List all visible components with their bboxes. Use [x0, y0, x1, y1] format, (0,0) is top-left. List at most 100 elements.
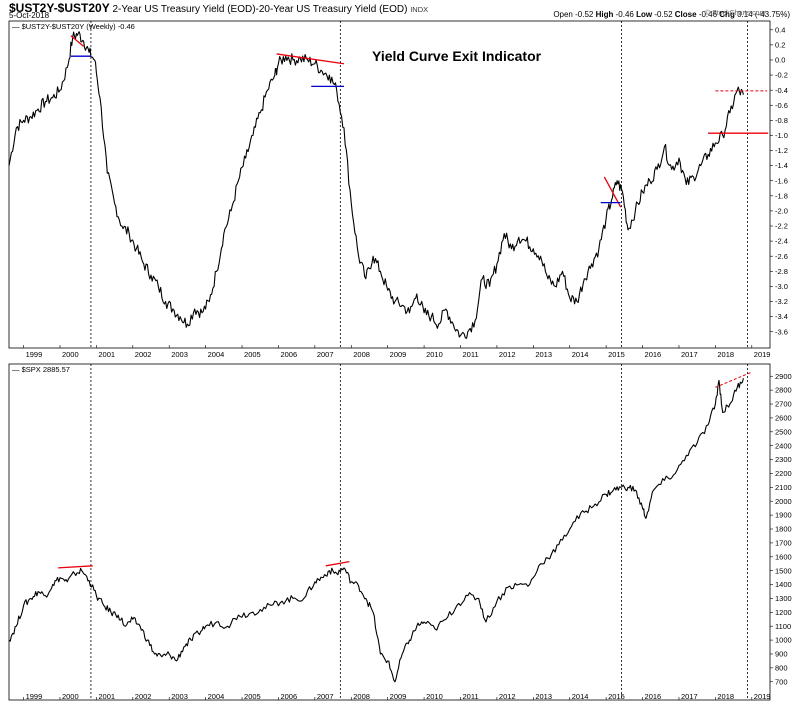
- exchange: INDX: [410, 5, 429, 14]
- top-legend: — $UST2Y-$UST20Y (Weekly) -0.46: [12, 22, 135, 31]
- top-panel: 0.4 0.2 0.0 -0.2 -0.4 -0.6 -0.8 -1.0 -1.2 -1.4 -1.…: [8, 20, 788, 359]
- y-tick-label: 2200: [775, 469, 792, 478]
- x-tick-label: 2018: [717, 692, 734, 701]
- x-tick-label: 2011: [463, 350, 479, 359]
- x-tick-label: 2000: [62, 692, 79, 701]
- x-tick-label: 2005: [244, 350, 261, 359]
- x-tick-label: 2012: [499, 692, 516, 701]
- red-top-line: [58, 565, 93, 569]
- chart-title: Yield Curve Exit Indicator: [372, 48, 542, 64]
- symbol: $UST2Y-$UST20Y: [9, 1, 110, 15]
- x-tick-label: 2010: [426, 350, 443, 359]
- y-tick-label: 1600: [775, 552, 792, 561]
- y-tick-label: -2.4: [775, 237, 788, 246]
- y-tick-label: -2.6: [775, 252, 788, 261]
- x-tick-label: 2005: [244, 692, 261, 701]
- y-tick-label: 0.0: [775, 56, 785, 65]
- x-tick-label: 2015: [608, 350, 625, 359]
- bottom-series-line: [8, 378, 744, 683]
- x-tick-label: 2003: [171, 350, 188, 359]
- y-tick-label: -0.8: [775, 116, 788, 125]
- x-tick-label: 2017: [681, 692, 698, 701]
- y-tick-label: -1.6: [775, 176, 788, 185]
- bottom-panel: 2900 2800 2700 2600 2500 2400 2300 2200 2100 2000…: [8, 363, 792, 701]
- y-tick-label: -1.4: [775, 161, 788, 170]
- x-tick-label: 2015: [608, 692, 625, 701]
- x-tick-label: 2019: [754, 692, 771, 701]
- y-tick-label: 1700: [775, 538, 792, 547]
- bottom-frame: [8, 363, 771, 701]
- y-tick-label: -2.0: [775, 207, 788, 216]
- chart-date: 5-Oct-2018: [9, 11, 50, 20]
- x-tick-label: 2018: [717, 350, 734, 359]
- x-tick-label: 2006: [280, 692, 297, 701]
- low-value: -0.52: [654, 10, 673, 19]
- x-tick-label: 2007: [317, 692, 334, 701]
- ohlc-readout: Open -0.52 High -0.46 Low -0.52 Close -0…: [553, 10, 790, 19]
- y-tick-label: 1000: [775, 636, 792, 645]
- x-tick-label: 2006: [280, 350, 297, 359]
- y-tick-label: 2000: [775, 497, 792, 506]
- red-trendline: [276, 53, 345, 65]
- y-tick-label: 1400: [775, 580, 792, 589]
- top-x-axis: 1999 2000 2001 2002 2003 2004 2005 2006 2007 2008…: [23, 345, 770, 359]
- open-label: Open: [553, 10, 573, 19]
- x-tick-label: 2011: [463, 692, 479, 701]
- bottom-y-axis: 2900 2800 2700 2600 2500 2400 2300 2200 2100 2000…: [770, 372, 792, 686]
- y-tick-label: -3.2: [775, 297, 788, 306]
- y-tick-label: 2600: [775, 414, 792, 423]
- y-tick-label: -0.2: [775, 71, 788, 80]
- y-tick-label: 1500: [775, 566, 792, 575]
- y-tick-label: 2100: [775, 483, 792, 492]
- stockcharts-credit: © StockCharts.com: [705, 10, 766, 17]
- x-tick-label: 2001: [98, 350, 115, 359]
- y-tick-label: 2300: [775, 455, 792, 464]
- y-tick-label: 0.4: [775, 25, 785, 34]
- red-trendline: [70, 35, 85, 47]
- x-tick-label: 2014: [572, 692, 589, 701]
- x-tick-label: 2009: [390, 692, 407, 701]
- y-tick-label: -2.8: [775, 267, 788, 276]
- x-tick-label: 2002: [135, 350, 152, 359]
- y-tick-label: 1800: [775, 525, 792, 534]
- red-top-line: [325, 560, 350, 567]
- high-label: High: [595, 10, 614, 19]
- chart-header: $UST2Y-$UST20Y 2-Year US Treasury Yield …: [9, 1, 428, 15]
- x-tick-label: 2007: [317, 350, 334, 359]
- x-tick-label: 2008: [353, 692, 370, 701]
- x-tick-label: 2017: [681, 350, 698, 359]
- low-label: Low: [636, 10, 653, 19]
- x-tick-label: 2013: [535, 692, 552, 701]
- bottom-x-axis: 1999 2000 2001 2002 2003 2004 2005 2006 2007 2008…: [23, 692, 771, 701]
- x-tick-label: 2000: [62, 350, 79, 359]
- bottom-legend: — $SPX 2885.57: [12, 365, 70, 374]
- x-tick-label: 2002: [135, 692, 152, 701]
- chg-value: 0.14 (-43.75%): [737, 10, 790, 19]
- y-tick-label: -0.4: [775, 86, 788, 95]
- y-tick-label: 1300: [775, 594, 792, 603]
- x-tick-label: 1999: [26, 350, 43, 359]
- top-series-line: [8, 31, 744, 339]
- top-frame: [8, 20, 771, 349]
- top-y-axis: 0.4 0.2 0.0 -0.2 -0.4 -0.6 -0.8 -1.0 -1.2 -1.4 -1.…: [770, 25, 788, 336]
- x-tick-label: 2001: [98, 692, 115, 701]
- x-tick-label: 2004: [208, 692, 225, 701]
- y-tick-label: -3.0: [775, 282, 788, 291]
- high-value: -0.46: [615, 10, 634, 19]
- x-tick-label: 1999: [26, 692, 43, 701]
- x-tick-label: 2012: [499, 350, 516, 359]
- y-tick-label: 1200: [775, 608, 792, 617]
- open-value: -0.52: [575, 10, 594, 19]
- y-tick-label: 2800: [775, 386, 792, 395]
- y-tick-label: -0.6: [775, 101, 788, 110]
- close-label: Close: [674, 10, 697, 19]
- y-tick-label: -2.2: [775, 222, 788, 231]
- y-tick-label: 700: [775, 677, 788, 686]
- y-tick-label: 1900: [775, 511, 792, 520]
- x-tick-label: 2014: [572, 350, 589, 359]
- y-tick-label: -3.4: [775, 312, 788, 321]
- x-tick-label: 2008: [353, 350, 370, 359]
- x-tick-label: 2004: [208, 350, 225, 359]
- y-tick-label: 2700: [775, 400, 792, 409]
